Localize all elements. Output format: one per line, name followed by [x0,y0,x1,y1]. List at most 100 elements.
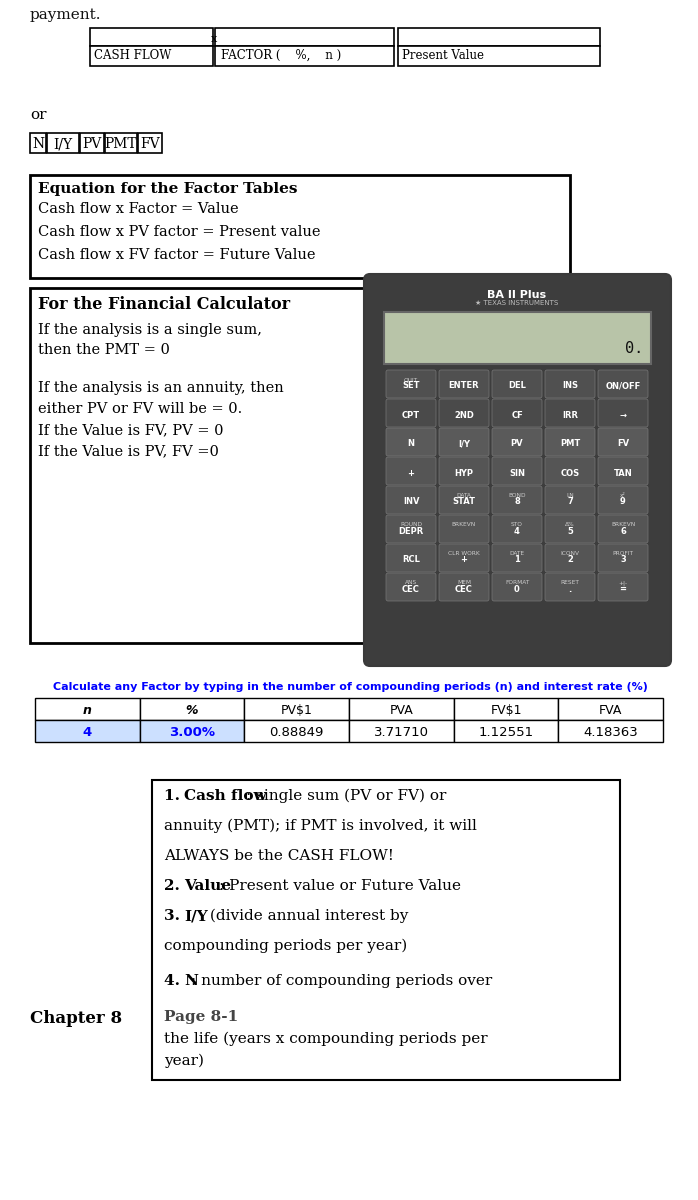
Bar [30,288,375,643]
Text: FV$1: FV$1 [490,703,521,716]
Text: TAN: TAN [614,468,632,478]
Text: .: . [568,584,572,594]
Bar [140,698,244,720]
Text: For the Financial Calculator: For the Financial Calculator [38,296,290,313]
Text: IRR: IRR [562,410,578,420]
Text: N: N [32,137,44,151]
Text: N: N [408,439,415,449]
Text: INV: INV [403,498,419,506]
Text: CEC: CEC [455,584,473,594]
Text: PV$1: PV$1 [281,703,313,716]
FancyBboxPatch shape [545,486,595,514]
Text: 4: 4 [82,726,92,738]
Text: RESET: RESET [560,580,579,584]
Bar [244,698,349,720]
Bar [349,698,454,720]
Text: HYP: HYP [454,468,473,478]
Text: →: → [620,410,627,420]
Text: 2.: 2. [164,878,185,893]
FancyBboxPatch shape [598,457,648,485]
Text: 3.00%: 3.00% [169,726,215,738]
Bar [105,133,137,152]
FancyBboxPatch shape [439,370,489,398]
Text: If the Value is PV, FV =0: If the Value is PV, FV =0 [38,444,219,458]
Text: 6: 6 [620,527,626,535]
Text: x²: x² [620,493,626,498]
Text: Equation for the Factor Tables: Equation for the Factor Tables [38,182,297,196]
Text: Cash flow x FV factor = Future Value: Cash flow x FV factor = Future Value [38,248,315,262]
Text: : single sum (PV or FV) or: : single sum (PV or FV) or [246,788,446,803]
Text: ENTER: ENTER [449,382,480,390]
Text: SET: SET [402,382,419,390]
Text: ON/OFF: ON/OFF [605,382,641,390]
Bar [558,698,663,720]
Text: CPT: CPT [402,410,420,420]
Text: ANS: ANS [405,580,417,584]
Bar [35,698,140,720]
Text: 8: 8 [514,498,520,506]
Text: 4: 4 [514,527,520,535]
Text: 4.18363: 4.18363 [584,726,638,738]
Text: 0.88849: 0.88849 [269,726,324,738]
Text: or: or [30,108,47,122]
FancyBboxPatch shape [545,515,595,542]
FancyBboxPatch shape [492,486,542,514]
Text: Cash flow x Factor = Value: Cash flow x Factor = Value [38,202,239,216]
Text: ROUND: ROUND [400,522,422,527]
Text: BRKEVN: BRKEVN [611,522,635,527]
Text: FV: FV [617,439,629,449]
Text: STAT: STAT [452,498,475,506]
Text: 5: 5 [567,527,573,535]
Text: Δ%: Δ% [565,522,575,527]
FancyBboxPatch shape [492,428,542,456]
Text: LN: LN [566,493,574,498]
Text: =: = [620,584,627,594]
Text: Page 8-1: Page 8-1 [164,1010,238,1024]
Text: Cash flow: Cash flow [184,790,267,803]
FancyBboxPatch shape [492,457,542,485]
Text: QUIT: QUIT [404,377,418,382]
Text: I/Y: I/Y [54,137,73,151]
Text: STO: STO [511,522,523,527]
FancyBboxPatch shape [364,274,671,666]
Bar [558,720,663,742]
Text: 3.: 3. [164,910,185,923]
Text: FORMAT: FORMAT [505,580,529,584]
Text: 1.: 1. [164,790,185,803]
FancyBboxPatch shape [439,544,489,572]
Text: If the analysis is a single sum,: If the analysis is a single sum, [38,323,262,337]
FancyBboxPatch shape [439,428,489,456]
Text: ★ TEXAS INSTRUMENTS: ★ TEXAS INSTRUMENTS [475,300,558,306]
Text: CEC: CEC [402,584,420,594]
Text: +: + [408,468,415,478]
Text: Value: Value [184,878,232,893]
Text: N: N [184,974,198,988]
Text: Calculate any Factor by typing in the number of compounding periods (n) and inte: Calculate any Factor by typing in the nu… [52,682,648,692]
Text: annuity (PMT); if PMT is involved, it will: annuity (PMT); if PMT is involved, it wi… [164,818,477,833]
FancyBboxPatch shape [545,370,595,398]
Text: (divide annual interest by: (divide annual interest by [205,908,408,923]
FancyBboxPatch shape [598,572,648,601]
Text: DEPR: DEPR [399,527,424,535]
Text: 4.: 4. [164,974,185,988]
FancyBboxPatch shape [386,398,436,427]
Text: 1: 1 [514,556,520,564]
Text: PROFIT: PROFIT [613,551,634,556]
Text: INS: INS [562,382,578,390]
Text: If the Value is FV, PV = 0: If the Value is FV, PV = 0 [38,422,223,437]
Text: 2: 2 [567,556,573,564]
FancyBboxPatch shape [598,398,648,427]
Bar [244,720,349,742]
FancyBboxPatch shape [545,544,595,572]
FancyBboxPatch shape [439,486,489,514]
Text: year): year) [164,1054,204,1068]
Bar [30,133,46,152]
Bar [90,28,213,46]
Text: I/Y: I/Y [458,439,470,449]
Bar [398,28,600,46]
FancyBboxPatch shape [439,572,489,601]
Text: : Present value or Future Value: : Present value or Future Value [218,878,461,893]
Bar [138,133,162,152]
FancyBboxPatch shape [545,457,595,485]
Text: PV: PV [82,137,102,151]
